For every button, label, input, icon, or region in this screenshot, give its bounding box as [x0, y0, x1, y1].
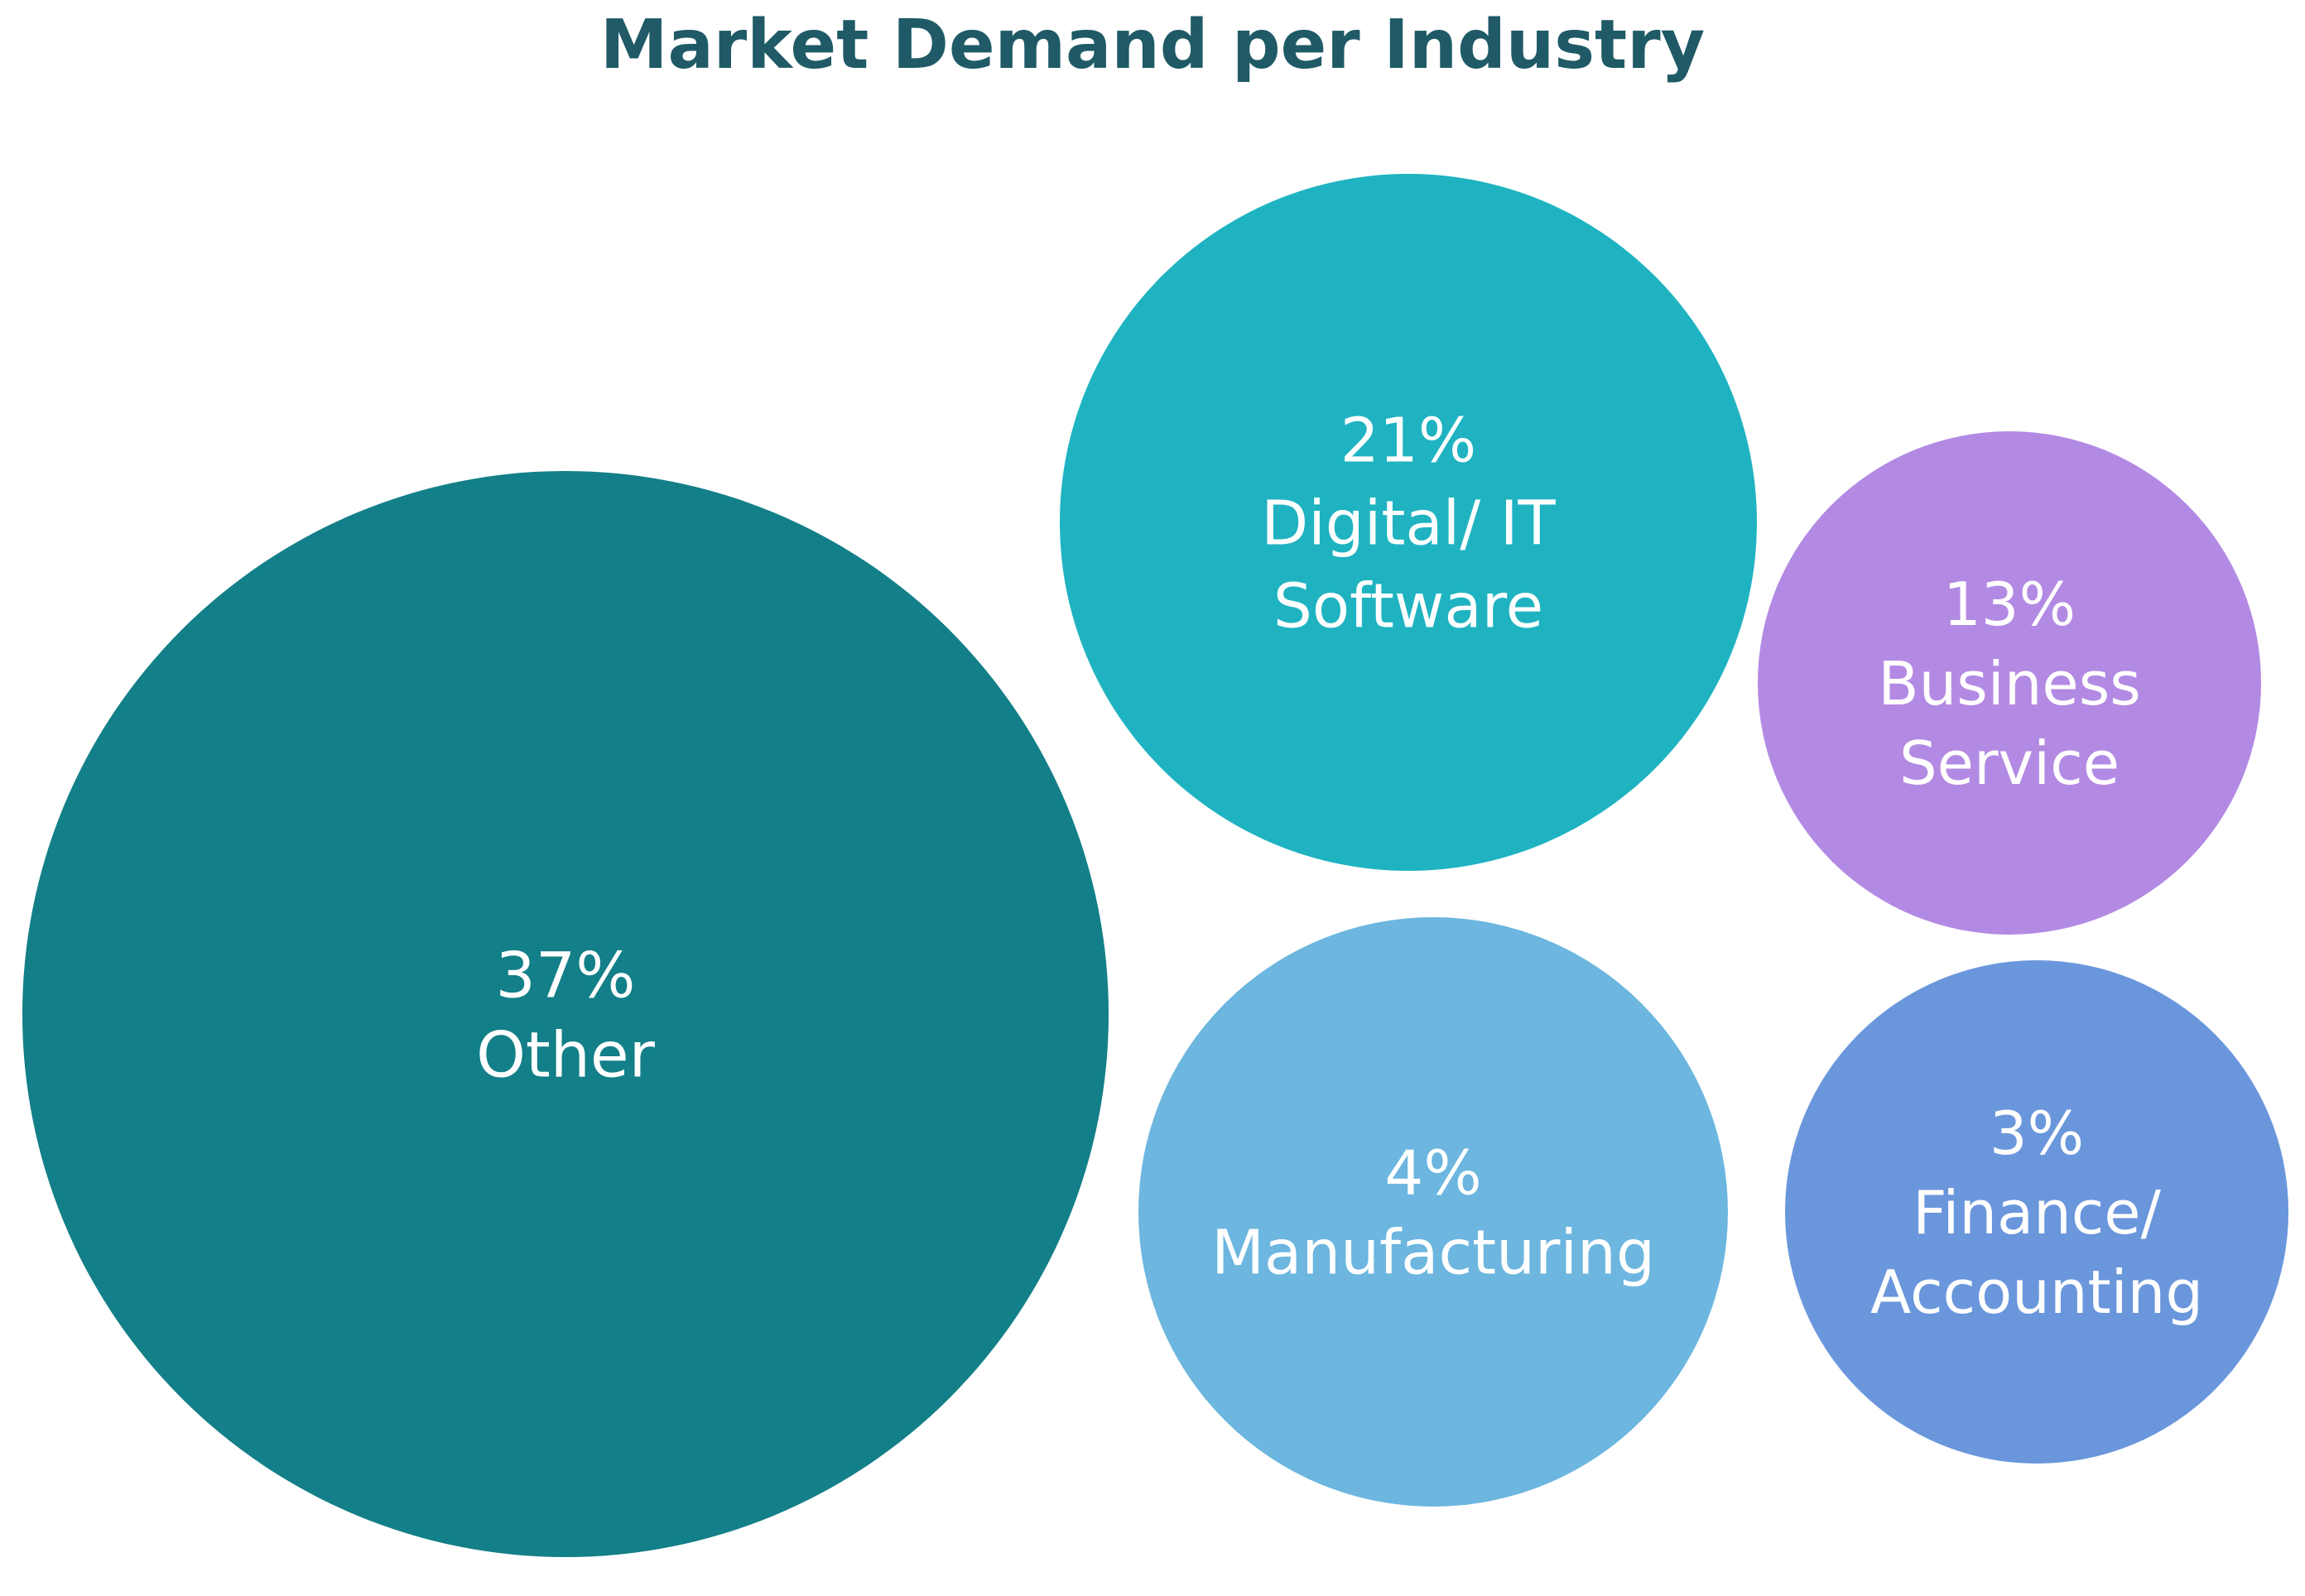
bubble-circle [1785, 960, 2288, 1464]
bubble-value-label: 37% [496, 938, 636, 1012]
bubble-0: 37%Other [22, 471, 1109, 1557]
bubble-category-label: Other [476, 1017, 656, 1091]
bubble-circle [1060, 174, 1757, 871]
bubble-category-label: Finance/ [1913, 1178, 2161, 1247]
bubble-circle [1758, 431, 2261, 935]
bubble-2: 13% Business Service [1758, 431, 2261, 935]
bubble-category-label: Digital/ IT [1261, 488, 1556, 560]
chart-title: Market Demand per Industry [599, 6, 1706, 84]
bubble-value-label: 21% [1340, 406, 1476, 477]
bubble-category-label: Service [1899, 728, 2120, 798]
bubble-value-label: 3% [1990, 1098, 2084, 1168]
bubble-circle [1138, 917, 1728, 1507]
bubble-value-label: 4% [1384, 1138, 1481, 1209]
bubble-category-label: Software [1273, 571, 1543, 642]
bubble-value-label: 13% [1943, 570, 2076, 639]
bubble-category-label: Business [1878, 649, 2141, 719]
bubble-1: 21% Digital/ IT Software [1060, 174, 1757, 871]
bubble-category-label: Accounting [1870, 1257, 2203, 1327]
bubble-3: 4% Manufacturing [1138, 917, 1728, 1507]
bubble-circle [22, 471, 1109, 1557]
bubble-category-label: Manufacturing [1211, 1218, 1655, 1289]
bubble-4: 3% Finance/Accounting [1785, 960, 2288, 1464]
